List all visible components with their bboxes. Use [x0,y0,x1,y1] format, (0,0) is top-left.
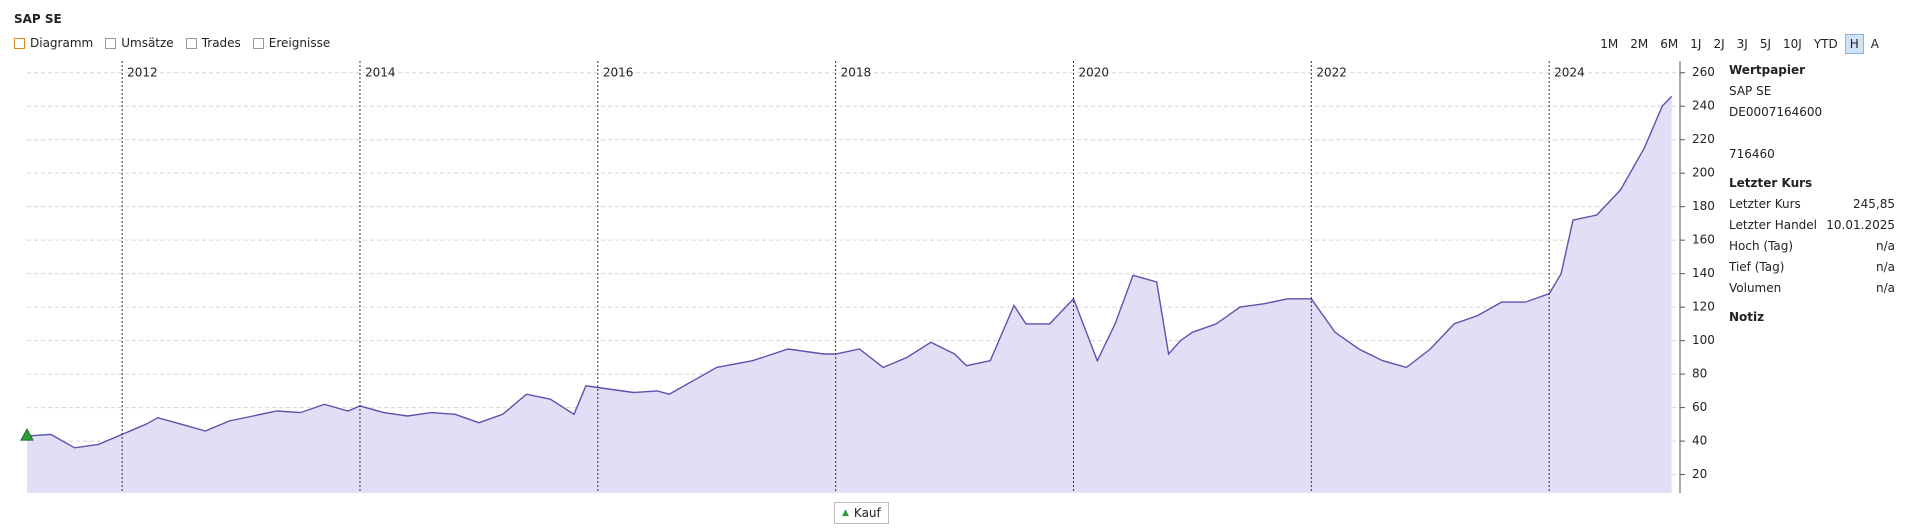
chart: 20 40 60 80 100 120 140 160 180 200 220 240 260 2012 2… [20,61,1715,494]
y-tick-label: 40 [1692,434,1707,448]
info-value: 245,85 [1853,197,1895,211]
info-label: Letzter Handel [1729,218,1818,232]
legend-label: Kauf [853,506,881,520]
toggle-bar: Diagramm Umsätze Trades Ereignisse [14,36,330,50]
price-line [26,95,1673,449]
section-title: Notiz [1729,310,1765,324]
info-panel: Wertpapier SAP SE DE0007164600 716460 Letzte… [1729,60,1895,336]
y-tick-label: 160 [1692,233,1715,247]
range-button[interactable]: 10J [1783,37,1802,51]
range-button[interactable]: 2M [1630,37,1649,51]
y-tick-label: 180 [1692,199,1715,213]
section-title: Wertpapier [1729,63,1806,77]
toggle-label: Trades [201,36,241,50]
range-button[interactable]: A [1870,37,1879,51]
range-button[interactable]: H [1844,34,1864,54]
y-tick-label: 120 [1692,300,1715,314]
y-tick-label: 100 [1692,333,1715,347]
info-row: Letzter Handel 10.01.2025 [1729,215,1895,236]
info-line: SAP SE [1729,84,1772,98]
x-tick-label: 2016 [603,66,634,80]
info-row: Volumen n/a [1729,278,1895,299]
range-button[interactable]: YTD [1813,37,1838,51]
info-row: Hoch (Tag) n/a [1729,236,1895,257]
toggle[interactable]: Ereignisse [252,36,331,50]
range-button[interactable]: 2J [1713,37,1725,51]
info-row: Tief (Tag) n/a [1729,257,1895,278]
info-label: Letzter Kurs [1729,197,1801,211]
section-title: Letzter Kurs [1729,176,1813,190]
info-label: Volumen [1729,281,1782,295]
toggle[interactable]: Diagramm [14,36,93,50]
toggle[interactable]: Trades [185,36,241,50]
y-tick-label: 240 [1692,99,1715,113]
range-button[interactable]: 5J [1759,37,1772,51]
info-value: n/a [1875,260,1895,274]
kauf-marker [20,428,34,441]
x-tick-label: 2022 [1316,66,1347,80]
info-row: Letzter Kurs 245,85 [1729,194,1895,215]
info-value: n/a [1875,239,1895,253]
range-button[interactable]: 3J [1736,37,1748,51]
y-tick-label: 140 [1692,266,1715,280]
x-tick-label: 2012 [127,66,158,80]
checkbox [105,37,117,49]
area [27,96,1672,494]
legend-marker: ▲ [842,508,849,518]
range-bar: 1M 2M 6M 1J 2J 3J 5J 10J YTD H A [1595,34,1884,54]
legend: ▲ Kauf [834,502,889,524]
info-label: Tief (Tag) [1729,260,1785,274]
range-button[interactable]: 1J [1690,37,1702,51]
toggle-label: Diagramm [30,36,94,50]
x-tick-label: 2020 [1079,66,1110,80]
x-tick-label: 2018 [841,66,872,80]
panel-section: Notiz [1729,307,1895,328]
info-value: n/a [1875,281,1895,295]
x-tick-label: 2014 [365,66,396,80]
panel-section: Letzter Kurs Letzter Kurs 245,85 Letzter Ha… [1729,173,1895,299]
info-value: 10.01.2025 [1826,218,1895,232]
y-tick-label: 20 [1692,467,1707,481]
panel-section: Wertpapier SAP SE DE0007164600 716460 [1729,60,1895,165]
range-button[interactable]: 6M [1660,37,1679,51]
checkbox [14,37,25,49]
info-label: Hoch (Tag) [1729,239,1794,253]
info-line: DE0007164600 [1729,105,1823,119]
y-tick-label: 260 [1692,65,1715,79]
y-tick-label: 80 [1692,367,1707,381]
toggle[interactable]: Umsätze [105,36,174,50]
checkbox [252,37,264,49]
toggle-label: Ereignisse [268,36,331,50]
y-tick-label: 200 [1692,166,1715,180]
x-tick-label: 2024 [1554,66,1585,80]
page-title: SAP SE [14,12,62,26]
y-tick-label: 60 [1692,400,1707,414]
range-button[interactable]: 1M [1600,37,1619,51]
checkbox [185,37,197,49]
info-line: 716460 [1729,147,1775,161]
toggle-label: Umsätze [121,36,174,50]
y-tick-label: 220 [1692,132,1715,146]
